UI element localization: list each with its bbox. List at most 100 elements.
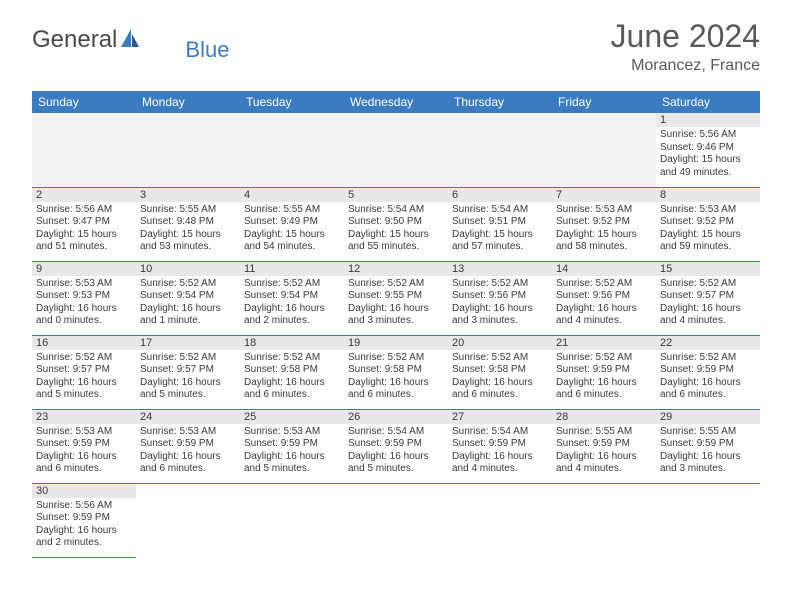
calendar-day: 1Sunrise: 5:56 AMSunset: 9:46 PMDaylight… xyxy=(656,113,760,187)
calendar-day: 22Sunrise: 5:52 AMSunset: 9:59 PMDayligh… xyxy=(656,335,760,409)
weekday-header: Monday xyxy=(136,91,240,113)
header: General Blue June 2024 Morancez, France xyxy=(0,0,792,83)
day-info: Sunrise: 5:56 AMSunset: 9:59 PMDaylight:… xyxy=(32,498,136,554)
calendar-row: 9Sunrise: 5:53 AMSunset: 9:53 PMDaylight… xyxy=(32,261,760,335)
day-number: 20 xyxy=(448,336,552,350)
weekday-header-row: Sunday Monday Tuesday Wednesday Thursday… xyxy=(32,91,760,113)
day-number: 9 xyxy=(32,262,136,276)
day-info: Sunrise: 5:52 AMSunset: 9:58 PMDaylight:… xyxy=(344,350,448,406)
day-info: Sunrise: 5:55 AMSunset: 9:48 PMDaylight:… xyxy=(136,202,240,258)
calendar-empty xyxy=(240,113,344,187)
day-info: Sunrise: 5:54 AMSunset: 9:59 PMDaylight:… xyxy=(448,424,552,480)
calendar-empty xyxy=(240,483,344,557)
location-label: Morancez, France xyxy=(611,57,760,75)
day-number: 5 xyxy=(344,188,448,202)
day-info: Sunrise: 5:52 AMSunset: 9:54 PMDaylight:… xyxy=(136,276,240,332)
weekday-header: Wednesday xyxy=(344,91,448,113)
weekday-header: Tuesday xyxy=(240,91,344,113)
day-info: Sunrise: 5:52 AMSunset: 9:57 PMDaylight:… xyxy=(32,350,136,406)
day-number: 24 xyxy=(136,410,240,424)
calendar-day: 23Sunrise: 5:53 AMSunset: 9:59 PMDayligh… xyxy=(32,409,136,483)
day-info: Sunrise: 5:52 AMSunset: 9:57 PMDaylight:… xyxy=(136,350,240,406)
day-info: Sunrise: 5:53 AMSunset: 9:53 PMDaylight:… xyxy=(32,276,136,332)
day-number: 2 xyxy=(32,188,136,202)
calendar-empty xyxy=(344,113,448,187)
calendar-day: 27Sunrise: 5:54 AMSunset: 9:59 PMDayligh… xyxy=(448,409,552,483)
calendar-empty xyxy=(32,113,136,187)
day-info: Sunrise: 5:52 AMSunset: 9:55 PMDaylight:… xyxy=(344,276,448,332)
calendar-day: 6Sunrise: 5:54 AMSunset: 9:51 PMDaylight… xyxy=(448,187,552,261)
day-info: Sunrise: 5:52 AMSunset: 9:56 PMDaylight:… xyxy=(552,276,656,332)
day-info: Sunrise: 5:53 AMSunset: 9:52 PMDaylight:… xyxy=(656,202,760,258)
day-info: Sunrise: 5:55 AMSunset: 9:59 PMDaylight:… xyxy=(656,424,760,480)
calendar-empty xyxy=(552,483,656,557)
day-number: 13 xyxy=(448,262,552,276)
calendar-day: 20Sunrise: 5:52 AMSunset: 9:58 PMDayligh… xyxy=(448,335,552,409)
calendar-day: 18Sunrise: 5:52 AMSunset: 9:58 PMDayligh… xyxy=(240,335,344,409)
day-info: Sunrise: 5:52 AMSunset: 9:56 PMDaylight:… xyxy=(448,276,552,332)
calendar-day: 24Sunrise: 5:53 AMSunset: 9:59 PMDayligh… xyxy=(136,409,240,483)
calendar-empty xyxy=(448,483,552,557)
calendar-row: 16Sunrise: 5:52 AMSunset: 9:57 PMDayligh… xyxy=(32,335,760,409)
calendar-empty xyxy=(448,113,552,187)
calendar-day: 30Sunrise: 5:56 AMSunset: 9:59 PMDayligh… xyxy=(32,483,136,557)
weekday-header: Friday xyxy=(552,91,656,113)
day-number: 12 xyxy=(344,262,448,276)
calendar-day: 9Sunrise: 5:53 AMSunset: 9:53 PMDaylight… xyxy=(32,261,136,335)
calendar-day: 21Sunrise: 5:52 AMSunset: 9:59 PMDayligh… xyxy=(552,335,656,409)
day-info: Sunrise: 5:52 AMSunset: 9:58 PMDaylight:… xyxy=(448,350,552,406)
calendar-day: 19Sunrise: 5:52 AMSunset: 9:58 PMDayligh… xyxy=(344,335,448,409)
day-number: 3 xyxy=(136,188,240,202)
day-number: 16 xyxy=(32,336,136,350)
day-number: 6 xyxy=(448,188,552,202)
brand-text-2: Blue xyxy=(185,37,229,63)
calendar-day: 17Sunrise: 5:52 AMSunset: 9:57 PMDayligh… xyxy=(136,335,240,409)
brand-text-1: General xyxy=(32,26,117,54)
day-number: 18 xyxy=(240,336,344,350)
calendar-table: Sunday Monday Tuesday Wednesday Thursday… xyxy=(32,91,760,558)
calendar-day: 3Sunrise: 5:55 AMSunset: 9:48 PMDaylight… xyxy=(136,187,240,261)
calendar-day: 15Sunrise: 5:52 AMSunset: 9:57 PMDayligh… xyxy=(656,261,760,335)
calendar-day: 8Sunrise: 5:53 AMSunset: 9:52 PMDaylight… xyxy=(656,187,760,261)
calendar-day: 12Sunrise: 5:52 AMSunset: 9:55 PMDayligh… xyxy=(344,261,448,335)
weekday-header: Saturday xyxy=(656,91,760,113)
weekday-header: Sunday xyxy=(32,91,136,113)
day-number: 29 xyxy=(656,410,760,424)
calendar-day: 7Sunrise: 5:53 AMSunset: 9:52 PMDaylight… xyxy=(552,187,656,261)
title-block: June 2024 Morancez, France xyxy=(611,18,760,75)
calendar-row: 1Sunrise: 5:56 AMSunset: 9:46 PMDaylight… xyxy=(32,113,760,187)
day-info: Sunrise: 5:55 AMSunset: 9:49 PMDaylight:… xyxy=(240,202,344,258)
day-number: 23 xyxy=(32,410,136,424)
calendar-day: 16Sunrise: 5:52 AMSunset: 9:57 PMDayligh… xyxy=(32,335,136,409)
calendar-day: 28Sunrise: 5:55 AMSunset: 9:59 PMDayligh… xyxy=(552,409,656,483)
calendar-row: 30Sunrise: 5:56 AMSunset: 9:59 PMDayligh… xyxy=(32,483,760,557)
day-number: 7 xyxy=(552,188,656,202)
brand-logo: General Blue xyxy=(32,26,185,54)
day-number: 1 xyxy=(656,113,760,127)
calendar-day: 13Sunrise: 5:52 AMSunset: 9:56 PMDayligh… xyxy=(448,261,552,335)
calendar-day: 2Sunrise: 5:56 AMSunset: 9:47 PMDaylight… xyxy=(32,187,136,261)
calendar-empty xyxy=(136,113,240,187)
day-info: Sunrise: 5:53 AMSunset: 9:59 PMDaylight:… xyxy=(136,424,240,480)
day-info: Sunrise: 5:56 AMSunset: 9:46 PMDaylight:… xyxy=(656,127,760,183)
day-number: 4 xyxy=(240,188,344,202)
calendar-day: 10Sunrise: 5:52 AMSunset: 9:54 PMDayligh… xyxy=(136,261,240,335)
day-info: Sunrise: 5:52 AMSunset: 9:59 PMDaylight:… xyxy=(656,350,760,406)
sail-icon xyxy=(119,27,141,54)
calendar-empty xyxy=(656,483,760,557)
calendar-day: 26Sunrise: 5:54 AMSunset: 9:59 PMDayligh… xyxy=(344,409,448,483)
day-info: Sunrise: 5:52 AMSunset: 9:58 PMDaylight:… xyxy=(240,350,344,406)
day-number: 11 xyxy=(240,262,344,276)
day-number: 15 xyxy=(656,262,760,276)
calendar-day: 11Sunrise: 5:52 AMSunset: 9:54 PMDayligh… xyxy=(240,261,344,335)
day-info: Sunrise: 5:53 AMSunset: 9:59 PMDaylight:… xyxy=(32,424,136,480)
day-info: Sunrise: 5:52 AMSunset: 9:59 PMDaylight:… xyxy=(552,350,656,406)
weekday-header: Thursday xyxy=(448,91,552,113)
day-info: Sunrise: 5:53 AMSunset: 9:59 PMDaylight:… xyxy=(240,424,344,480)
calendar-day: 5Sunrise: 5:54 AMSunset: 9:50 PMDaylight… xyxy=(344,187,448,261)
calendar-day: 25Sunrise: 5:53 AMSunset: 9:59 PMDayligh… xyxy=(240,409,344,483)
day-number: 22 xyxy=(656,336,760,350)
day-number: 14 xyxy=(552,262,656,276)
day-info: Sunrise: 5:56 AMSunset: 9:47 PMDaylight:… xyxy=(32,202,136,258)
day-info: Sunrise: 5:54 AMSunset: 9:59 PMDaylight:… xyxy=(344,424,448,480)
